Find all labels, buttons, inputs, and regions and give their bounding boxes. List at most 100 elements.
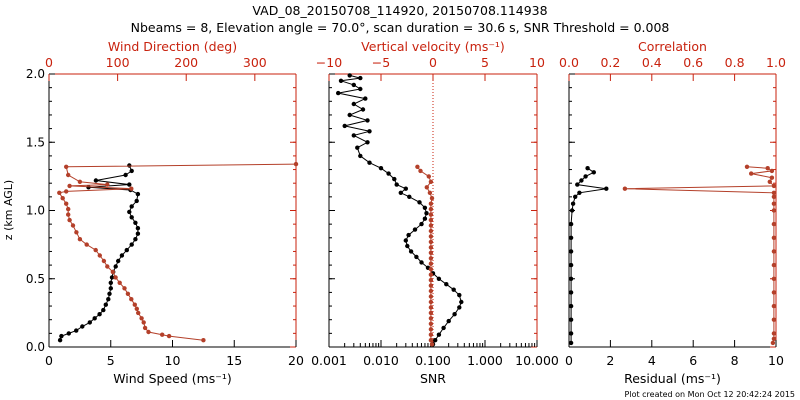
data-point xyxy=(351,133,356,138)
y-tick-label: 0.5 xyxy=(26,272,45,286)
data-point xyxy=(59,333,64,339)
data-point xyxy=(110,269,116,275)
x-tick-label: 4 xyxy=(648,353,656,368)
data-point xyxy=(63,189,69,194)
data-point xyxy=(579,178,584,183)
data-point xyxy=(459,299,464,305)
top-axis-label: Correlation xyxy=(638,39,707,54)
top-tick-label: −5 xyxy=(372,55,390,70)
data-point xyxy=(744,164,750,169)
data-point xyxy=(424,211,429,216)
data-point xyxy=(770,340,776,346)
data-point xyxy=(771,235,777,240)
data-point xyxy=(63,201,69,206)
data-point xyxy=(451,287,456,292)
data-point xyxy=(428,217,434,223)
x-tick-label: 10.000 xyxy=(515,353,559,368)
data-point xyxy=(106,297,111,302)
data-point xyxy=(568,249,574,254)
data-point xyxy=(70,223,76,228)
data-point xyxy=(771,336,777,341)
x-tick-label: 8 xyxy=(731,353,739,368)
y-tick-label: 1.5 xyxy=(26,135,45,149)
title-line-1: VAD_08_20150708_114920, 20150708.114938 xyxy=(252,3,547,18)
data-point xyxy=(84,242,89,247)
x-tick-label: 10 xyxy=(768,353,784,368)
data-point xyxy=(426,174,431,179)
data-point xyxy=(568,340,574,346)
data-point xyxy=(360,107,366,112)
x-tick-label: 0 xyxy=(45,353,53,368)
data-point xyxy=(428,179,434,184)
data-point xyxy=(428,267,434,272)
data-point xyxy=(428,327,434,332)
data-point xyxy=(342,123,347,129)
series-line-correlation xyxy=(624,166,776,344)
data-point xyxy=(749,171,754,176)
x-tick-label: 5 xyxy=(107,353,115,368)
top-tick-label: 0.0 xyxy=(559,55,579,70)
data-point xyxy=(139,316,144,321)
data-point xyxy=(80,324,85,329)
data-point xyxy=(133,220,138,225)
data-point xyxy=(429,196,435,201)
data-point xyxy=(57,190,62,195)
data-point xyxy=(457,292,462,298)
x-tick-label: 20 xyxy=(288,353,304,368)
x-tick-label: 15 xyxy=(226,353,242,368)
data-point xyxy=(767,179,772,184)
data-point xyxy=(386,171,391,176)
data-point xyxy=(428,234,434,239)
top-tick-label: 0 xyxy=(45,55,53,70)
data-point xyxy=(583,174,588,179)
data-point xyxy=(93,178,99,183)
data-point xyxy=(125,291,131,296)
data-point xyxy=(101,307,106,313)
data-point xyxy=(63,164,69,169)
data-point xyxy=(568,331,574,336)
data-point xyxy=(66,331,72,336)
data-point xyxy=(129,215,134,220)
data-point xyxy=(142,325,148,331)
series-line-snr xyxy=(338,74,462,345)
data-point xyxy=(771,303,777,309)
data-point xyxy=(570,201,576,206)
data-point xyxy=(446,318,451,324)
data-point xyxy=(134,306,139,311)
data-point xyxy=(141,320,146,325)
data-point xyxy=(428,294,434,299)
data-point xyxy=(568,235,574,240)
data-point xyxy=(392,176,397,182)
data-point xyxy=(129,168,134,174)
data-point xyxy=(414,254,419,260)
data-point xyxy=(765,166,770,171)
data-point xyxy=(771,262,777,268)
data-point xyxy=(358,86,363,92)
data-point xyxy=(60,196,65,201)
top-tick-label: 0 xyxy=(429,55,437,70)
data-point xyxy=(135,226,141,231)
data-point xyxy=(113,275,118,280)
data-point xyxy=(412,227,418,232)
data-point xyxy=(428,239,434,245)
top-tick-label: 0.8 xyxy=(725,55,745,70)
data-point xyxy=(771,221,777,227)
data-point xyxy=(97,253,103,258)
data-point xyxy=(367,160,372,165)
plot-footer: Plot created on Mon Oct 12 20:42:24 2015 xyxy=(625,390,795,399)
y-tick-label: 2.0 xyxy=(26,67,45,81)
data-point xyxy=(771,208,777,213)
top-tick-label: 200 xyxy=(174,55,198,70)
data-point xyxy=(428,206,434,212)
data-point xyxy=(124,247,129,253)
data-point xyxy=(87,320,93,325)
top-axis-label: Wind Direction (deg) xyxy=(108,39,237,54)
data-point xyxy=(398,190,403,195)
x-tick-label: 0 xyxy=(565,353,573,368)
data-point xyxy=(771,317,777,322)
data-point xyxy=(358,153,363,159)
data-point xyxy=(67,217,72,223)
x-tick-label: 0.001 xyxy=(311,353,347,368)
